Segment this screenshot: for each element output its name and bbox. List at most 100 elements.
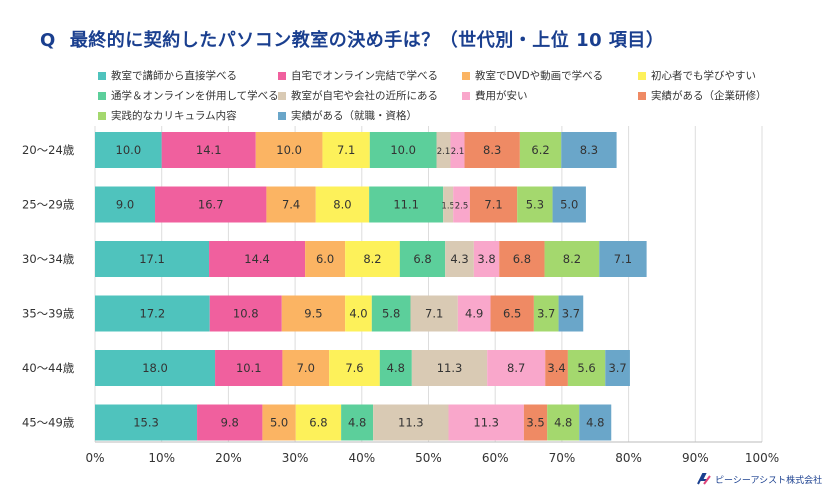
x-tick-label: 80% xyxy=(615,451,642,465)
data-label: 2.1 xyxy=(437,147,451,157)
data-label: 6.8 xyxy=(513,252,531,266)
bar-segment xyxy=(197,404,263,441)
bar-segment xyxy=(561,132,617,168)
bar-segment xyxy=(305,241,346,277)
data-label: 8.2 xyxy=(363,252,381,266)
data-label: 8.7 xyxy=(507,361,525,375)
x-tick-label: 10% xyxy=(148,451,175,465)
bar-segment xyxy=(448,404,524,441)
legend-item: 教室が自宅や会社の近所にある xyxy=(278,88,438,103)
data-label: 4.8 xyxy=(586,416,604,430)
bar-segment xyxy=(469,186,518,223)
bar-segment xyxy=(552,186,586,223)
data-label: 9.0 xyxy=(116,198,134,212)
bar-segment xyxy=(410,295,458,332)
bar-segment xyxy=(95,295,210,332)
bar-segment xyxy=(155,186,267,223)
data-label: 8.2 xyxy=(563,252,581,266)
data-label: 3.7 xyxy=(537,307,555,321)
bar-segment xyxy=(341,404,374,441)
data-label: 7.6 xyxy=(345,361,363,375)
data-label: 7.0 xyxy=(297,361,315,375)
data-label: 6.0 xyxy=(316,252,334,266)
logo-icon xyxy=(697,473,711,485)
bar-segment xyxy=(329,350,380,386)
bar-segment xyxy=(345,295,372,332)
bar-segment xyxy=(558,295,584,332)
data-label: 5.0 xyxy=(270,416,288,430)
data-label: 8.0 xyxy=(333,198,351,212)
bar-segment xyxy=(95,186,156,223)
data-label: 6.8 xyxy=(309,416,327,430)
legend-swatch xyxy=(98,71,106,80)
legend-swatch xyxy=(98,111,106,120)
data-label: 6.8 xyxy=(413,252,431,266)
legend-label: 実績がある（就職・資格） xyxy=(291,110,417,122)
data-label: 8.3 xyxy=(580,143,598,157)
data-label: 4.8 xyxy=(387,361,405,375)
data-label: 9.8 xyxy=(221,416,239,430)
legend-item: 通学＆オンラインを併用して学べる xyxy=(98,88,279,103)
data-label: 2.5 xyxy=(455,202,469,212)
bar-segment xyxy=(547,404,580,441)
bar-segment xyxy=(95,132,162,168)
data-label: 6.5 xyxy=(503,307,521,321)
legend-swatch xyxy=(638,71,646,80)
bar-segment xyxy=(517,186,553,223)
data-label: 9.5 xyxy=(304,307,322,321)
bar-segment xyxy=(533,295,559,332)
data-label: 10.8 xyxy=(233,307,259,321)
bar-segment xyxy=(599,241,647,277)
data-label: 4.3 xyxy=(450,252,468,266)
x-tick-label: 90% xyxy=(682,451,709,465)
legend-label: 自宅でオンライン完結で学べる xyxy=(291,70,438,82)
bar-segment xyxy=(161,132,256,168)
x-tick-label: 60% xyxy=(482,451,509,465)
legend-swatch xyxy=(278,71,286,80)
bar-segment xyxy=(209,241,306,277)
bar-segment xyxy=(95,404,198,441)
bar-segment xyxy=(95,241,210,277)
data-label: 2.1 xyxy=(451,147,465,157)
bar-segment xyxy=(379,350,412,386)
data-label: 7.1 xyxy=(614,252,632,266)
data-label: 3.4 xyxy=(547,361,565,375)
company-logo: ピーシーアシスト株式会社 xyxy=(696,472,822,486)
legend-label: 教室が自宅や会社の近所にある xyxy=(291,90,438,102)
data-label: 8.3 xyxy=(483,143,501,157)
data-label: 5.0 xyxy=(560,198,578,212)
x-tick-label: 40% xyxy=(348,451,375,465)
data-label: 6.2 xyxy=(531,143,549,157)
bar-segment xyxy=(345,241,400,277)
x-tick-label: 30% xyxy=(282,451,309,465)
data-label: 11.3 xyxy=(473,416,499,430)
bar-segment xyxy=(579,404,612,441)
data-label: 11.3 xyxy=(437,361,463,375)
data-label: 10.0 xyxy=(116,143,142,157)
chart-title: Q 最終的に契約したパソコン教室の決め手は？（世代別・上位 10 項目） xyxy=(40,26,664,52)
bar-segment xyxy=(487,350,546,386)
data-label: 5.8 xyxy=(382,307,400,321)
legend-item: 初心者でも学びやすい xyxy=(638,68,756,83)
data-label: 4.0 xyxy=(349,307,367,321)
bar-segment xyxy=(322,132,370,168)
data-label: 14.1 xyxy=(196,143,222,157)
bar-segment xyxy=(436,132,451,168)
bar-segment xyxy=(262,404,296,441)
bar-segment xyxy=(605,350,630,386)
legend-item: 教室で講師から直接学べる xyxy=(98,68,237,83)
data-label: 11.3 xyxy=(398,416,424,430)
data-label: 3.7 xyxy=(608,361,626,375)
bar-segment xyxy=(411,350,488,386)
data-label: 1.5 xyxy=(441,202,455,212)
x-tick-label: 0% xyxy=(85,451,104,465)
legend-item: 費用が安い xyxy=(462,88,528,103)
data-label: 4.8 xyxy=(348,416,366,430)
bar-segment xyxy=(445,241,474,277)
bar-segment xyxy=(545,350,568,386)
data-label: 16.7 xyxy=(198,198,224,212)
data-label: 5.3 xyxy=(526,198,544,212)
legend-label: 教室でDVDや動画で学べる xyxy=(475,70,604,82)
legend-item: 実践的なカリキュラム内容 xyxy=(98,108,237,123)
